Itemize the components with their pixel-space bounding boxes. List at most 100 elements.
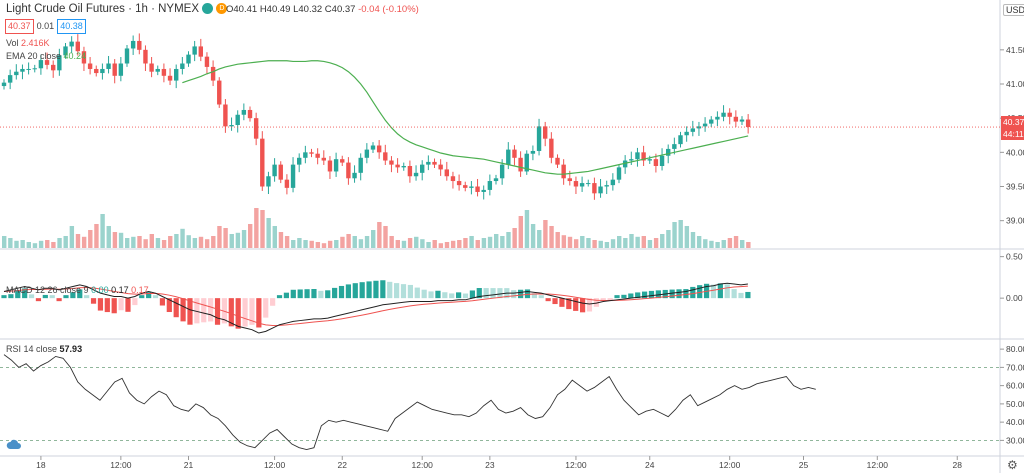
volume-bar <box>561 235 567 248</box>
volume-bar <box>211 236 216 248</box>
macd-histogram-bar <box>435 290 441 299</box>
symbol-title[interactable]: Light Crude Oil Futures · 1h · NYMEX <box>6 3 200 15</box>
volume-bar <box>377 222 382 248</box>
volume-bar <box>358 239 364 248</box>
candle-body <box>413 172 419 177</box>
volume-bar <box>487 236 493 248</box>
candle-body <box>26 68 31 70</box>
price-tick-label: 41.00 <box>1006 79 1024 89</box>
price-tick-label: 39.50 <box>1006 182 1024 192</box>
candle-body <box>130 40 136 49</box>
cloud-icon[interactable] <box>6 437 22 449</box>
rsi-legend[interactable]: RSI 14 close 57.93 <box>6 344 82 354</box>
candle-body <box>481 189 486 192</box>
volume-bar <box>340 236 345 248</box>
candle-body <box>137 40 142 50</box>
volume-bar <box>407 238 413 248</box>
volume-bar <box>690 232 696 248</box>
volume-bar <box>248 224 253 248</box>
candle-body <box>715 116 720 120</box>
macd-legend[interactable]: MACD 12 26 close 9 0.00 0.17 0.17 <box>6 285 149 295</box>
time-tick-label: 25 <box>799 460 809 470</box>
volume-bar <box>352 236 357 248</box>
candle-body <box>174 68 179 81</box>
candle-body <box>432 161 437 165</box>
macd-histogram-bar <box>70 292 76 299</box>
candle-body <box>475 186 480 192</box>
volume-bar <box>389 236 394 248</box>
macd-histogram-bar <box>387 281 393 299</box>
rsi-label: RSI 14 close <box>6 344 58 354</box>
macd-histogram-bar <box>194 298 200 324</box>
volume-bar <box>481 238 487 248</box>
volume-bar <box>469 236 474 248</box>
macd-histogram-bar <box>345 284 351 299</box>
candle-body <box>284 179 290 188</box>
volume-bar <box>186 235 191 248</box>
volume-legend[interactable]: Vol 2.416K <box>6 38 50 48</box>
macd-histogram-bar <box>214 298 221 325</box>
rsi-tick-label: 50.00 <box>1006 399 1024 409</box>
open-value: O40.41 <box>226 4 258 15</box>
candle-body <box>376 145 382 153</box>
volume-bar <box>555 232 560 248</box>
volume-bar <box>131 236 136 248</box>
ema-legend[interactable]: EMA 20 close 40.24 <box>6 51 86 61</box>
currency-label[interactable]: USD <box>1003 4 1024 16</box>
macd-histogram-bar <box>180 298 186 322</box>
volume-bar <box>198 236 204 248</box>
countdown-tag: 44:11 <box>1001 128 1024 140</box>
macd-histogram-bar <box>84 295 90 299</box>
price-tick-label: 41.50 <box>1006 45 1024 55</box>
candle-body <box>647 159 652 161</box>
candle-body <box>536 126 542 151</box>
volume-bar <box>284 236 290 248</box>
macd-histogram-bar <box>449 293 455 299</box>
candle-body <box>340 159 345 163</box>
volume-bar <box>223 228 228 248</box>
macd-histogram-bar <box>242 298 248 327</box>
candle-body <box>739 119 745 122</box>
macd-histogram-bar <box>166 298 172 313</box>
macd-histogram-bar <box>483 288 489 299</box>
macd-histogram-bar <box>669 289 675 299</box>
macd-histogram-bar <box>311 289 317 299</box>
candle-body <box>635 152 640 160</box>
macd-histogram-bar <box>187 298 193 325</box>
macd-histogram-bar <box>90 298 97 304</box>
rsi-tick-label: 30.00 <box>1006 435 1024 445</box>
candle-body <box>57 55 62 71</box>
rsi-tick-label: 80.00 <box>1006 344 1024 354</box>
volume-bar <box>309 240 314 248</box>
candle-body <box>346 162 351 179</box>
volume-bar <box>75 234 81 248</box>
volume-bar <box>494 234 499 248</box>
volume-bar <box>81 236 87 248</box>
volume-bar <box>303 240 308 248</box>
volume-bar <box>530 224 536 248</box>
sell-button[interactable]: 40.37 <box>5 19 34 34</box>
candle-body <box>420 164 425 173</box>
macd-histogram-bar <box>641 291 648 299</box>
volume-bar <box>229 234 234 248</box>
candle-body <box>333 159 339 172</box>
buy-button[interactable]: 40.38 <box>57 19 86 34</box>
candle-body <box>167 75 173 81</box>
volume-bar <box>623 238 628 248</box>
settings-gear-icon[interactable]: ⚙ <box>1007 458 1018 472</box>
candle-body <box>7 75 13 83</box>
candle-body <box>426 161 431 165</box>
macd-histogram-bar <box>56 298 62 302</box>
volume-bar <box>192 238 198 248</box>
candle-body <box>14 71 19 76</box>
candle-body <box>247 109 253 119</box>
chart-title: Light Crude Oil Futures · 1h · NYMEX D <box>6 3 228 15</box>
market-status-icon <box>202 3 214 15</box>
macd-histogram-bar <box>373 280 379 299</box>
candle-body <box>567 178 572 182</box>
macd-histogram-bar <box>97 298 104 311</box>
macd-histogram-bar <box>538 295 544 299</box>
candle-body <box>684 131 689 136</box>
candle-body <box>555 157 560 165</box>
